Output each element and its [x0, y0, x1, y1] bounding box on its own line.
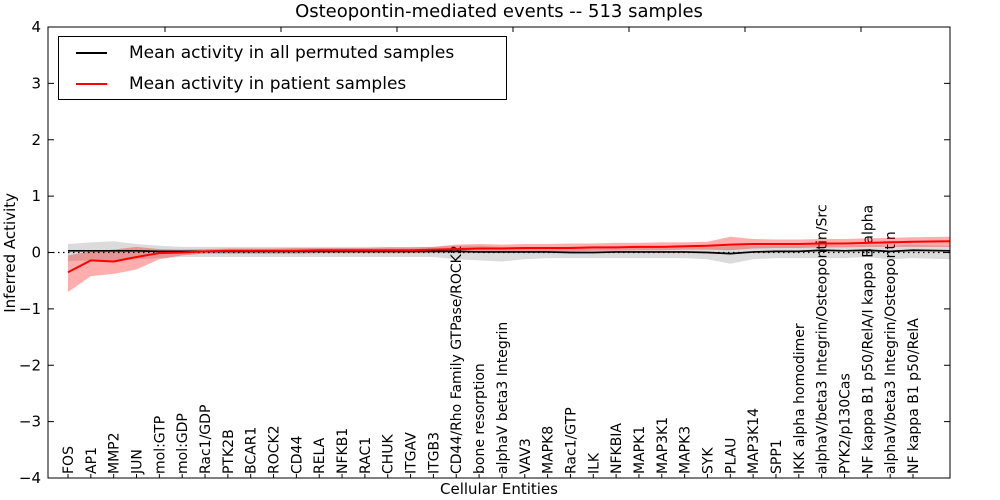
x-tick-label: alphaV beta3 Integrin — [495, 322, 511, 474]
x-tick-label: MAPK8 — [541, 426, 557, 474]
legend-label-patient: Mean activity in patient samples — [129, 73, 407, 94]
x-tick-label: PYK2/p130Cas — [837, 373, 853, 474]
y-tick-label: 0 — [31, 244, 41, 262]
y-axis-label-wrap: Inferred Activity — [1, 27, 19, 478]
x-tick-label: NFKBIA — [609, 423, 625, 474]
x-tick-label: PTK2B — [221, 429, 237, 474]
chart-title: Osteopontin-mediated events -- 513 sampl… — [295, 1, 703, 22]
y-axis-label: Inferred Activity — [1, 192, 19, 313]
x-tick-label: Rac1/GTP — [563, 407, 579, 474]
x-tick-label: MMP2 — [107, 432, 123, 474]
x-tick-label: Rac1/GDP — [198, 405, 214, 474]
y-tick-label: −2 — [19, 356, 41, 374]
y-tick-label: −3 — [19, 413, 41, 431]
y-tick-label: 2 — [31, 131, 41, 149]
x-tick-label: IKK alpha homodimer — [792, 323, 808, 474]
x-tick-label: MAPK1 — [632, 426, 648, 474]
y-tick-label: 3 — [31, 74, 41, 92]
x-tick-label: ITGAV — [404, 432, 420, 474]
x-tick-label: mol:GTP — [152, 416, 168, 474]
x-tick-label: alphaV/beta3 Integrin/Osteopontin — [883, 231, 899, 474]
x-tick-label: NFKB1 — [335, 428, 351, 474]
y-tick-label: −1 — [19, 300, 41, 318]
x-tick-label: SYK — [700, 447, 716, 474]
x-tick-label: MAP3K1 — [655, 417, 671, 474]
x-tick-label: bone resorption — [472, 363, 488, 474]
x-tick-label: CD44/Rho Family GTPase/ROCK2 — [449, 245, 465, 474]
y-tick-label: 1 — [31, 187, 41, 205]
y-tick-label: −4 — [19, 469, 41, 487]
permuted-line-swatch — [76, 51, 107, 54]
x-tick-label: RAC1 — [358, 437, 374, 474]
legend-entry-permuted: Mean activity in all permuted samples — [59, 41, 506, 65]
legend-entry-patient: Mean activity in patient samples — [59, 72, 506, 96]
x-tick-label: MAP3K14 — [746, 408, 762, 474]
x-axis-label: Cellular Entities — [440, 480, 558, 498]
x-tick-label: ILK — [586, 452, 602, 474]
patient-line-swatch — [76, 82, 107, 85]
legend-label-permuted: Mean activity in all permuted samples — [129, 42, 455, 63]
legend: Mean activity in all permuted samples Me… — [58, 36, 507, 100]
patient-mean-line — [67, 240, 951, 274]
x-tick-label: ROCK2 — [267, 425, 283, 474]
x-tick-label: SPP1 — [769, 439, 785, 474]
x-tick-label: CD44 — [289, 436, 305, 474]
x-tick-label: alphaV/beta3 Integrin/Osteopontin/Src — [815, 204, 831, 474]
x-tick-label: NF kappa B1 p50/RelA/I kappa B alpha — [860, 205, 876, 474]
x-tick-label: AP1 — [84, 447, 100, 474]
y-tick-label: 4 — [31, 18, 41, 36]
x-tick-label: FOS — [61, 446, 77, 474]
x-tick-label: VAV3 — [518, 438, 534, 474]
x-tick-label: CHUK — [381, 433, 397, 474]
x-tick-label: NF kappa B1 p50/RelA — [906, 318, 922, 474]
x-tick-label: PLAU — [723, 438, 739, 474]
x-tick-label: BCAR1 — [244, 427, 260, 474]
x-tick-label: RELA — [312, 437, 328, 474]
x-tick-label: mol:GDP — [175, 413, 191, 474]
x-tick-label: MAPK3 — [678, 426, 694, 474]
x-tick-label: ITGB3 — [426, 432, 442, 474]
x-tick-label: JUN — [130, 449, 146, 475]
